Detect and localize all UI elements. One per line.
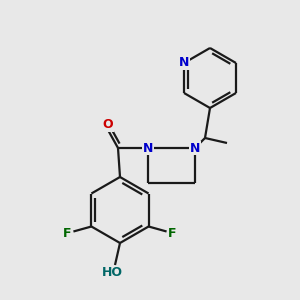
Text: O: O <box>103 118 113 131</box>
Text: F: F <box>168 227 177 240</box>
Text: N: N <box>190 142 200 154</box>
Text: N: N <box>143 142 153 154</box>
Text: F: F <box>63 227 72 240</box>
Text: N: N <box>179 56 189 70</box>
Text: HO: HO <box>101 266 122 280</box>
